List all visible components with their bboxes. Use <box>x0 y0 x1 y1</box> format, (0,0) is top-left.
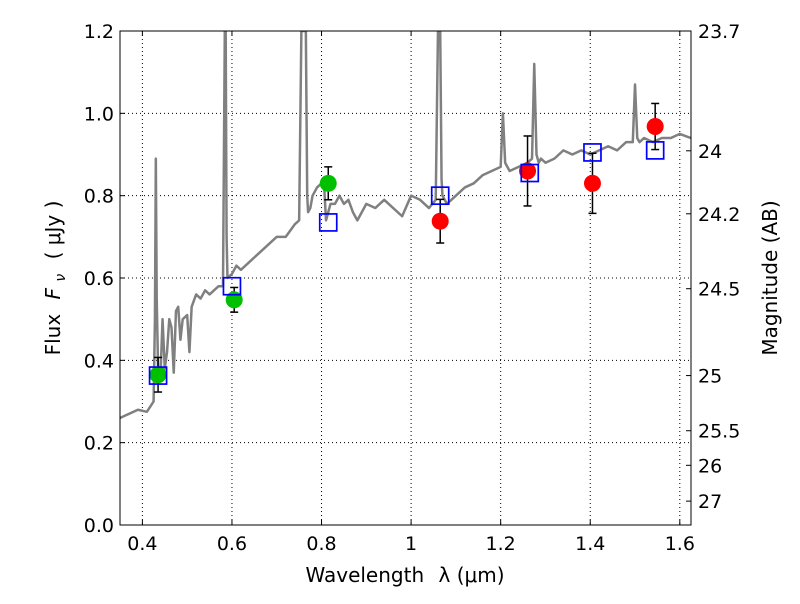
y-tick-label: 0.4 <box>84 350 114 372</box>
y-tick-label: 0.0 <box>84 515 114 537</box>
y-axis-label-text: Flux <box>41 314 65 356</box>
y2-tick-label: 25 <box>698 366 722 388</box>
x-axis-label-text: Wavelength <box>305 563 424 587</box>
model-photometry-square <box>318 213 338 232</box>
y2-tick-label: 25.5 <box>698 421 740 443</box>
y2-axis-label: Magnitude (AB) <box>758 200 782 355</box>
y2-tick-label: 27 <box>698 491 722 513</box>
x-tick-label: 1.2 <box>486 533 516 555</box>
x-tick-label: 1.4 <box>575 533 605 555</box>
data-point-circle <box>519 162 537 180</box>
model-photometry-square <box>222 276 242 296</box>
model-spectrum-line <box>120 31 691 420</box>
ticks-layer: 0.4 0.6 0.8 1 1.2 1.4 1.6 0.0 0.2 0.4 0.6 0.8 1.0 1.2… <box>84 21 741 555</box>
model-photometry-square <box>520 163 540 183</box>
y-tick-label: 1.2 <box>84 21 114 43</box>
y-axis-label-subscript: ν <box>53 274 69 282</box>
x-axis-label-math: λ (μm) <box>439 563 505 587</box>
data-point-circle <box>646 118 664 136</box>
y-tick-label: 0.2 <box>84 433 114 455</box>
model-photometry-square <box>430 186 450 206</box>
data-point-circle <box>583 174 601 192</box>
y-tick-label: 1.0 <box>84 103 114 125</box>
x-tick-label: 1 <box>405 533 417 555</box>
y-tick-label: 0.8 <box>84 186 114 208</box>
x-tick-label: 1.6 <box>665 533 695 555</box>
data-point-circle <box>149 366 167 384</box>
x-axis-label: Wavelength λ (μm) <box>305 563 504 587</box>
model-photometry-square <box>645 141 665 160</box>
y-axis-label: Flux F ν ( μJy ) <box>41 201 70 356</box>
y-axis-label-unit: ( μJy ) <box>41 201 65 260</box>
y-tick-label: 0.6 <box>84 268 114 290</box>
model-spectrum-layer <box>120 31 691 420</box>
y-axis-label-math: F <box>41 287 65 299</box>
y2-axis-label-text: Magnitude (AB) <box>758 200 782 355</box>
y2-tick-label: 24.5 <box>698 279 740 301</box>
y2-tick-label: 24.2 <box>698 204 740 226</box>
x-tick-label: 0.6 <box>217 533 247 555</box>
model-photometry-square <box>148 366 168 385</box>
y2-tick-label: 26 <box>698 455 722 477</box>
x-tick-label: 0.8 <box>306 533 336 555</box>
x-tick-label: 0.4 <box>127 533 157 555</box>
data-point-circle <box>431 212 449 230</box>
y2-tick-label: 24 <box>698 141 722 163</box>
data-point-circle <box>319 174 337 192</box>
y2-tick-label: 23.7 <box>698 21 740 43</box>
data-points-layer <box>148 102 665 393</box>
model-photometry-square <box>583 143 602 162</box>
